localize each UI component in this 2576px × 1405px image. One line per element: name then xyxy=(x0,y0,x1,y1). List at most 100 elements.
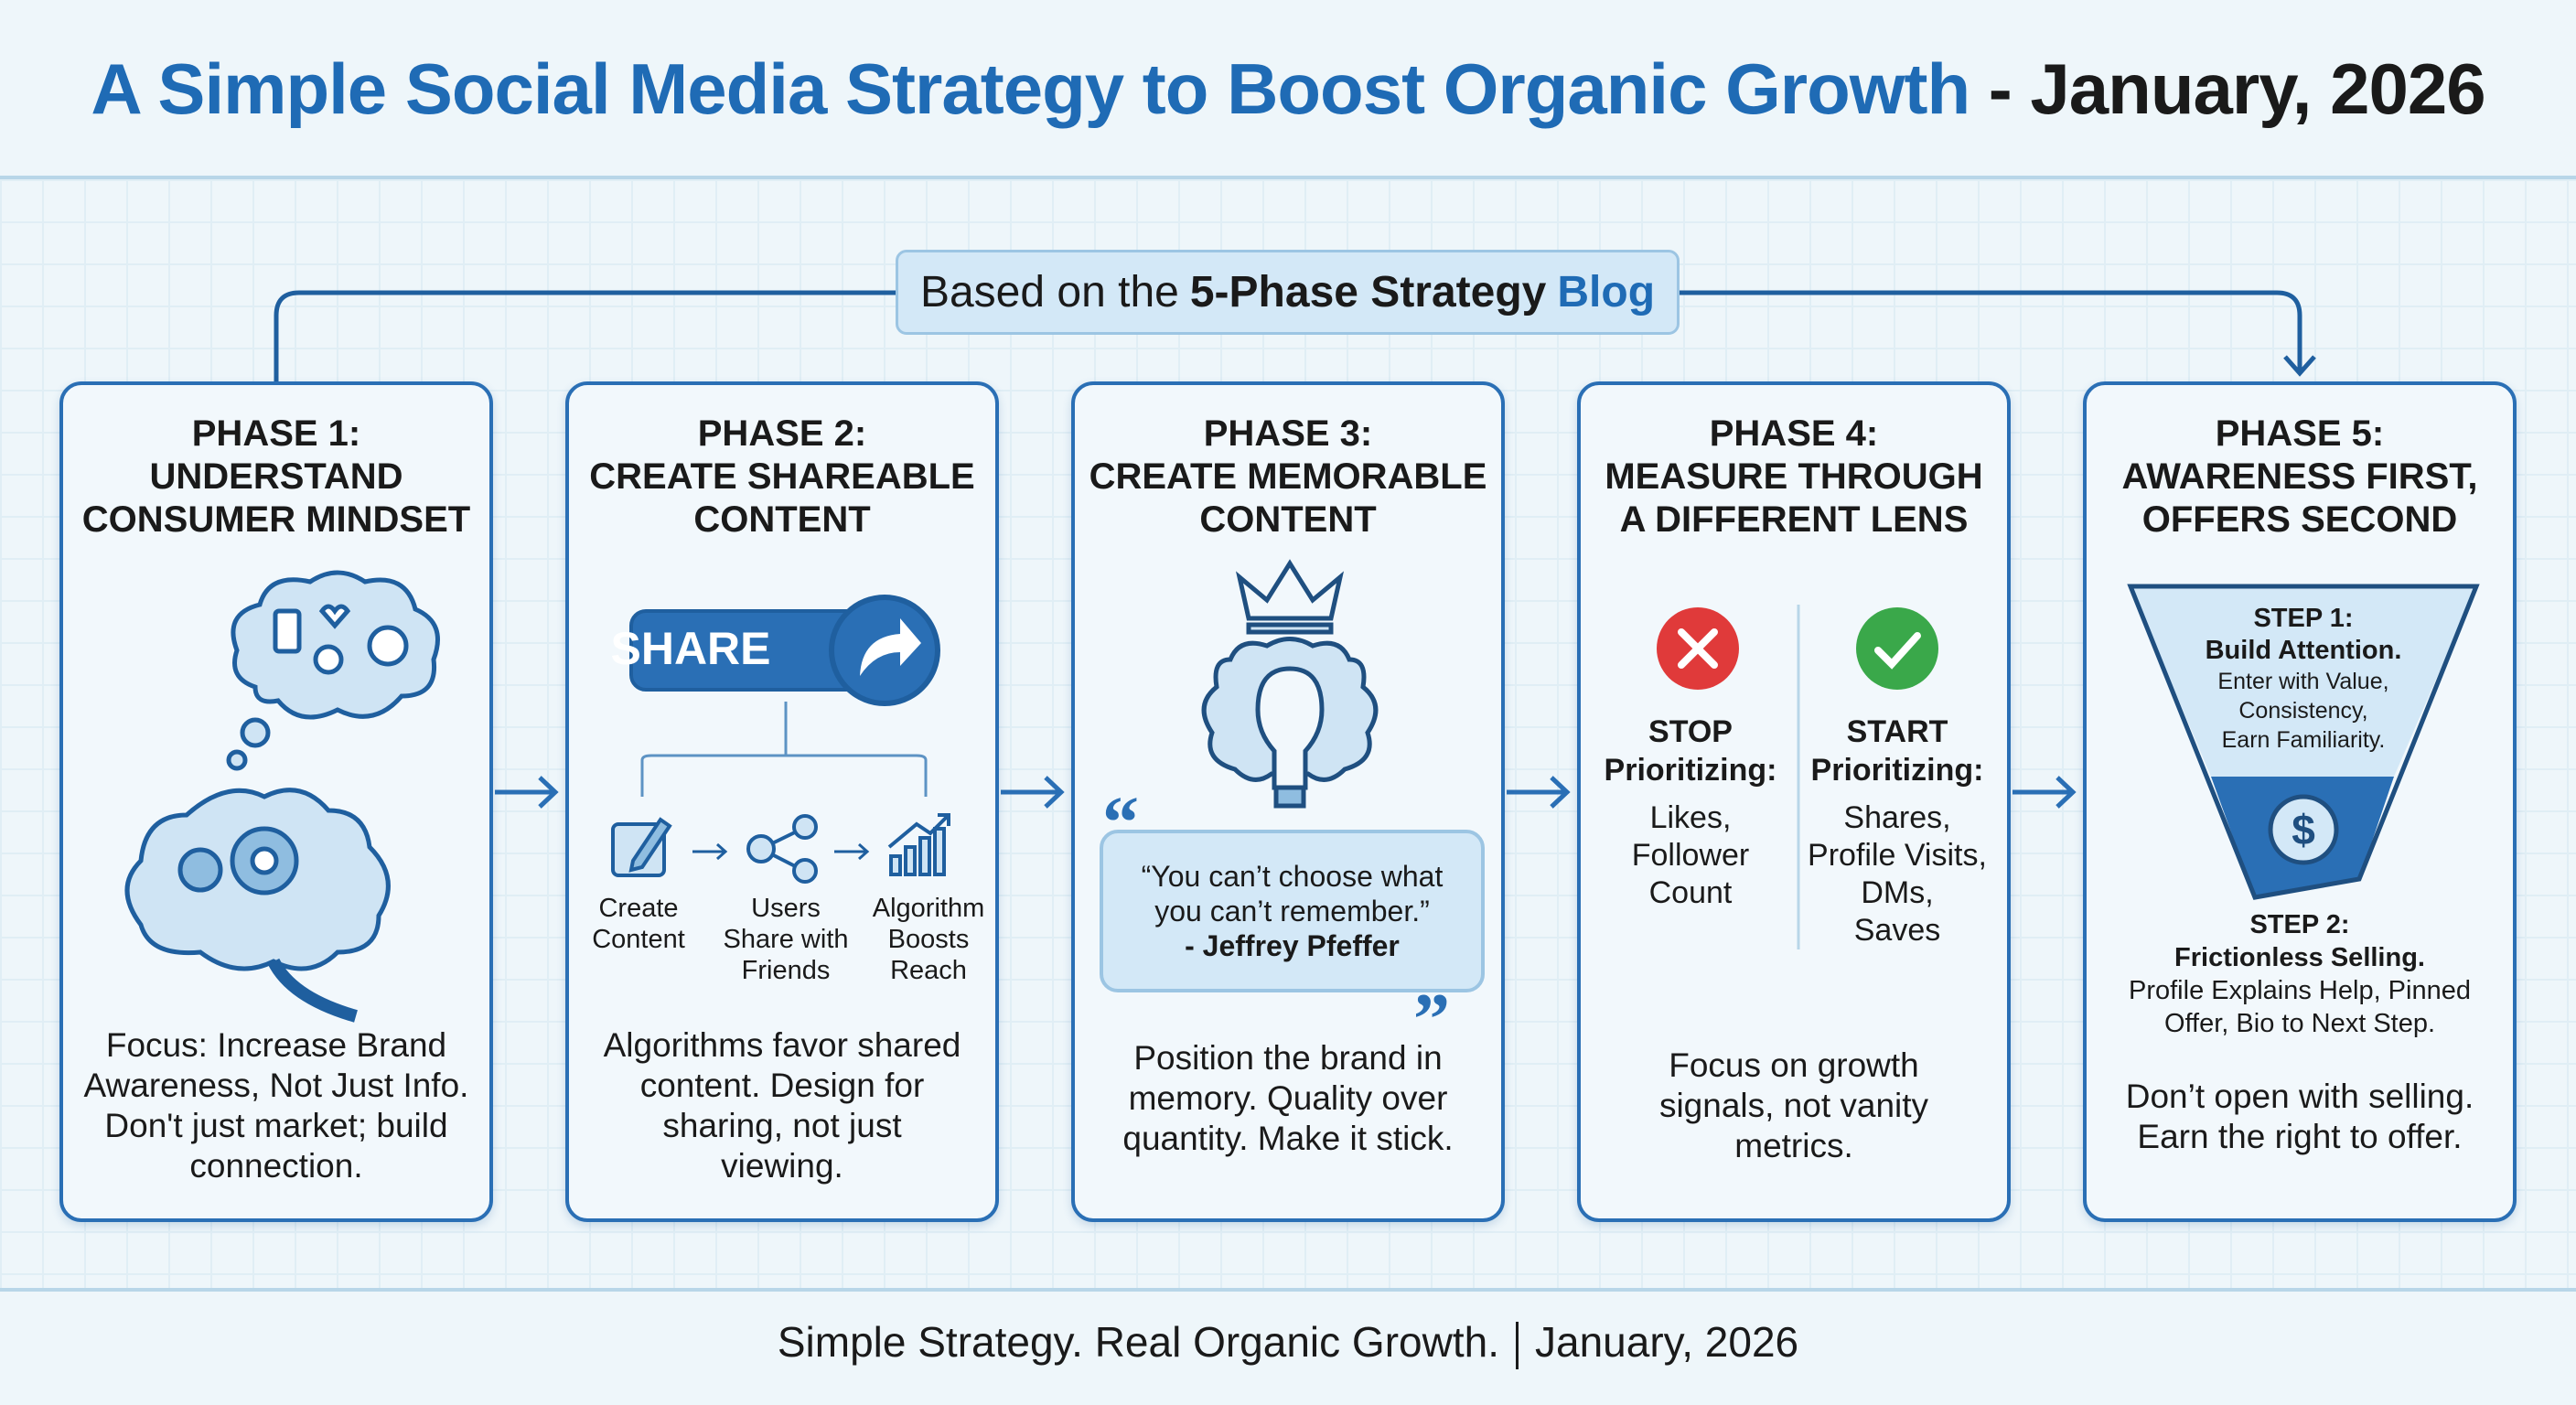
text-line: PHASE 2: xyxy=(697,413,867,454)
thinking-brain-icon xyxy=(124,570,440,1023)
text-line: MEASURE THROUGH xyxy=(1605,456,1983,497)
text-line: you can’t remember.” xyxy=(1154,895,1430,928)
text-line: Count xyxy=(1648,875,1733,910)
flow-step-algorithm: Algorithm Boosts Reach xyxy=(860,893,997,986)
phase-description: Algorithms favor shared content. Design f… xyxy=(569,1025,995,1186)
phase-3-card: PHASE 3: CREATE MEMORABLE CONTENT “ ” “You… xyxy=(1071,381,1505,1222)
text-line: CREATE SHAREABLE xyxy=(589,456,975,497)
close-quote-icon: ” xyxy=(1413,980,1450,1025)
text-line: quantity. Make it stick. xyxy=(1122,1120,1454,1157)
phase-arrows xyxy=(495,776,2077,809)
text-line: Shares, xyxy=(1843,800,1951,835)
banner-bold: 5-Phase Strategy xyxy=(1189,268,1547,316)
text-line: sharing, not just xyxy=(662,1107,902,1144)
stop-start-graphic xyxy=(1657,605,1938,949)
text-line: viewing. xyxy=(721,1147,843,1185)
text-line: Friends xyxy=(741,956,831,985)
title-date: - January, 2026 xyxy=(1970,48,2486,129)
phase-description: Don’t open with selling. Earn the right t… xyxy=(2087,1077,2513,1157)
text-line: PHASE 3: xyxy=(1203,413,1373,454)
text-line: Focus: Increase Brand xyxy=(105,1026,447,1064)
text-line: Follower xyxy=(1631,838,1750,873)
text-line: connection. xyxy=(189,1147,363,1185)
text-line: Likes, xyxy=(1649,800,1732,835)
phase-description: Position the brand in memory. Quality ove… xyxy=(1075,1038,1501,1159)
open-quote-icon: “ xyxy=(1102,783,1139,863)
footer-tagline: Simple Strategy. Real Organic Growth. xyxy=(777,1318,1499,1366)
text-line: Enter with Value, xyxy=(2217,669,2389,694)
share-network-icon xyxy=(746,814,818,884)
footer: Simple Strategy. Real Organic Growth. Jan… xyxy=(0,1317,2576,1369)
phase-description: Focus: Increase Brand Awareness, Not Just… xyxy=(63,1025,489,1186)
text-line: Content xyxy=(592,925,685,954)
text-line: Earn the right to offer. xyxy=(2137,1118,2463,1155)
text-line: Consistency, xyxy=(2238,698,2368,724)
text-line: signals, not vanity xyxy=(1658,1087,1929,1124)
quote-text: “You can’t choose what you can’t remember… xyxy=(1101,859,1483,963)
text-line: Share with xyxy=(723,925,849,954)
text-line: Frictionless Selling. xyxy=(2174,943,2425,972)
text-line: Profile Visits, xyxy=(1808,838,1987,873)
text-line: Profile Explains Help, Pinned xyxy=(2129,976,2471,1005)
funnel-step-2: STEP 2: Frictionless Selling. Profile Ex… xyxy=(2087,908,2513,1040)
text-line: OFFERS SECOND xyxy=(2141,499,2458,540)
strategy-banner: Based on the 5-Phase Strategy Blog xyxy=(896,250,1680,335)
text-line: UNDERSTAND xyxy=(149,456,403,497)
text-line: A DIFFERENT LENS xyxy=(1619,499,1969,540)
text-line: STEP 2: xyxy=(2249,910,2350,939)
footer-separator xyxy=(1515,1321,1519,1369)
text-line: CREATE MEMORABLE xyxy=(1089,456,1487,497)
chart-growth-icon xyxy=(887,813,950,876)
text-line: Focus on growth xyxy=(1669,1046,1919,1084)
text-line: Awareness, Not Just Info. xyxy=(83,1067,469,1104)
text-line: Prioritizing: xyxy=(1810,753,1984,788)
text-line: Boosts xyxy=(887,925,970,954)
text-line: metrics. xyxy=(1734,1127,1853,1164)
phase-1-card: PHASE 1: UNDERSTAND CONSUMER MINDSET Focus… xyxy=(59,381,493,1222)
phase-4-card: PHASE 4: MEASURE THROUGH A DIFFERENT LENS … xyxy=(1577,381,2011,1222)
blog-link[interactable]: Blog xyxy=(1557,268,1656,316)
title-main: A Simple Social Media Strategy to Boost … xyxy=(91,48,1970,129)
footer-divider xyxy=(0,1288,2576,1292)
text-line: Algorithm xyxy=(872,894,985,923)
text-line: Position the brand in xyxy=(1133,1039,1443,1077)
text-line: content. Design for xyxy=(639,1067,925,1104)
text-line: Earn Familiarity. xyxy=(2221,727,2386,753)
phase-heading: PHASE 2: CREATE SHAREABLE CONTENT xyxy=(569,413,995,542)
phase-5-card: PHASE 5: AWARENESS FIRST, OFFERS SECOND $ … xyxy=(2083,381,2517,1222)
brain-bulb-crown-icon: “ ” xyxy=(1100,559,1485,1025)
text-line: Algorithms favor shared xyxy=(603,1026,961,1064)
text-line: Offer, Bio to Next Step. xyxy=(2163,1009,2436,1038)
phase-heading: PHASE 1: UNDERSTAND CONSUMER MINDSET xyxy=(63,413,489,542)
footer-date: January, 2026 xyxy=(1534,1318,1799,1366)
text-line: CONTENT xyxy=(693,499,871,540)
phase-heading: PHASE 3: CREATE MEMORABLE CONTENT xyxy=(1075,413,1501,542)
flow-step-share: Users Share with Friends xyxy=(717,893,854,986)
text-line: START xyxy=(1846,714,1948,749)
text-line: memory. Quality over xyxy=(1128,1079,1448,1117)
flow-step-create: Create Content xyxy=(574,893,703,955)
text-line: - Jeffrey Pfeffer xyxy=(1185,929,1400,962)
phase-heading: PHASE 5: AWARENESS FIRST, OFFERS SECOND xyxy=(2087,413,2513,542)
banner-prefix: Based on the xyxy=(919,268,1179,316)
svg-text:$: $ xyxy=(2292,806,2315,853)
text-line: CONTENT xyxy=(1199,499,1377,540)
text-line: DMs, xyxy=(1861,875,1934,910)
text-line: Don’t open with selling. xyxy=(2125,1078,2474,1115)
stop-column: STOP Prioritizing: Likes, Follower Count xyxy=(1590,713,1791,912)
text-line: PHASE 1: xyxy=(191,413,361,454)
text-line: Reach xyxy=(890,956,967,985)
share-button[interactable]: SHARE xyxy=(610,623,770,674)
start-check-icon xyxy=(1856,607,1938,690)
quote-box xyxy=(1100,830,1485,992)
share-flow-graphic: SHARE xyxy=(610,595,950,884)
dollar-icon xyxy=(2268,794,2339,865)
page-title: A Simple Social Media Strategy to Boost … xyxy=(0,48,2576,131)
text-line: STOP xyxy=(1648,714,1733,749)
text-line: Users xyxy=(751,894,821,923)
text-line: Create xyxy=(598,894,679,923)
sales-funnel-graphic: $ xyxy=(2127,584,2480,900)
text-line: CONSUMER MINDSET xyxy=(81,499,471,540)
header-divider xyxy=(0,176,2576,179)
